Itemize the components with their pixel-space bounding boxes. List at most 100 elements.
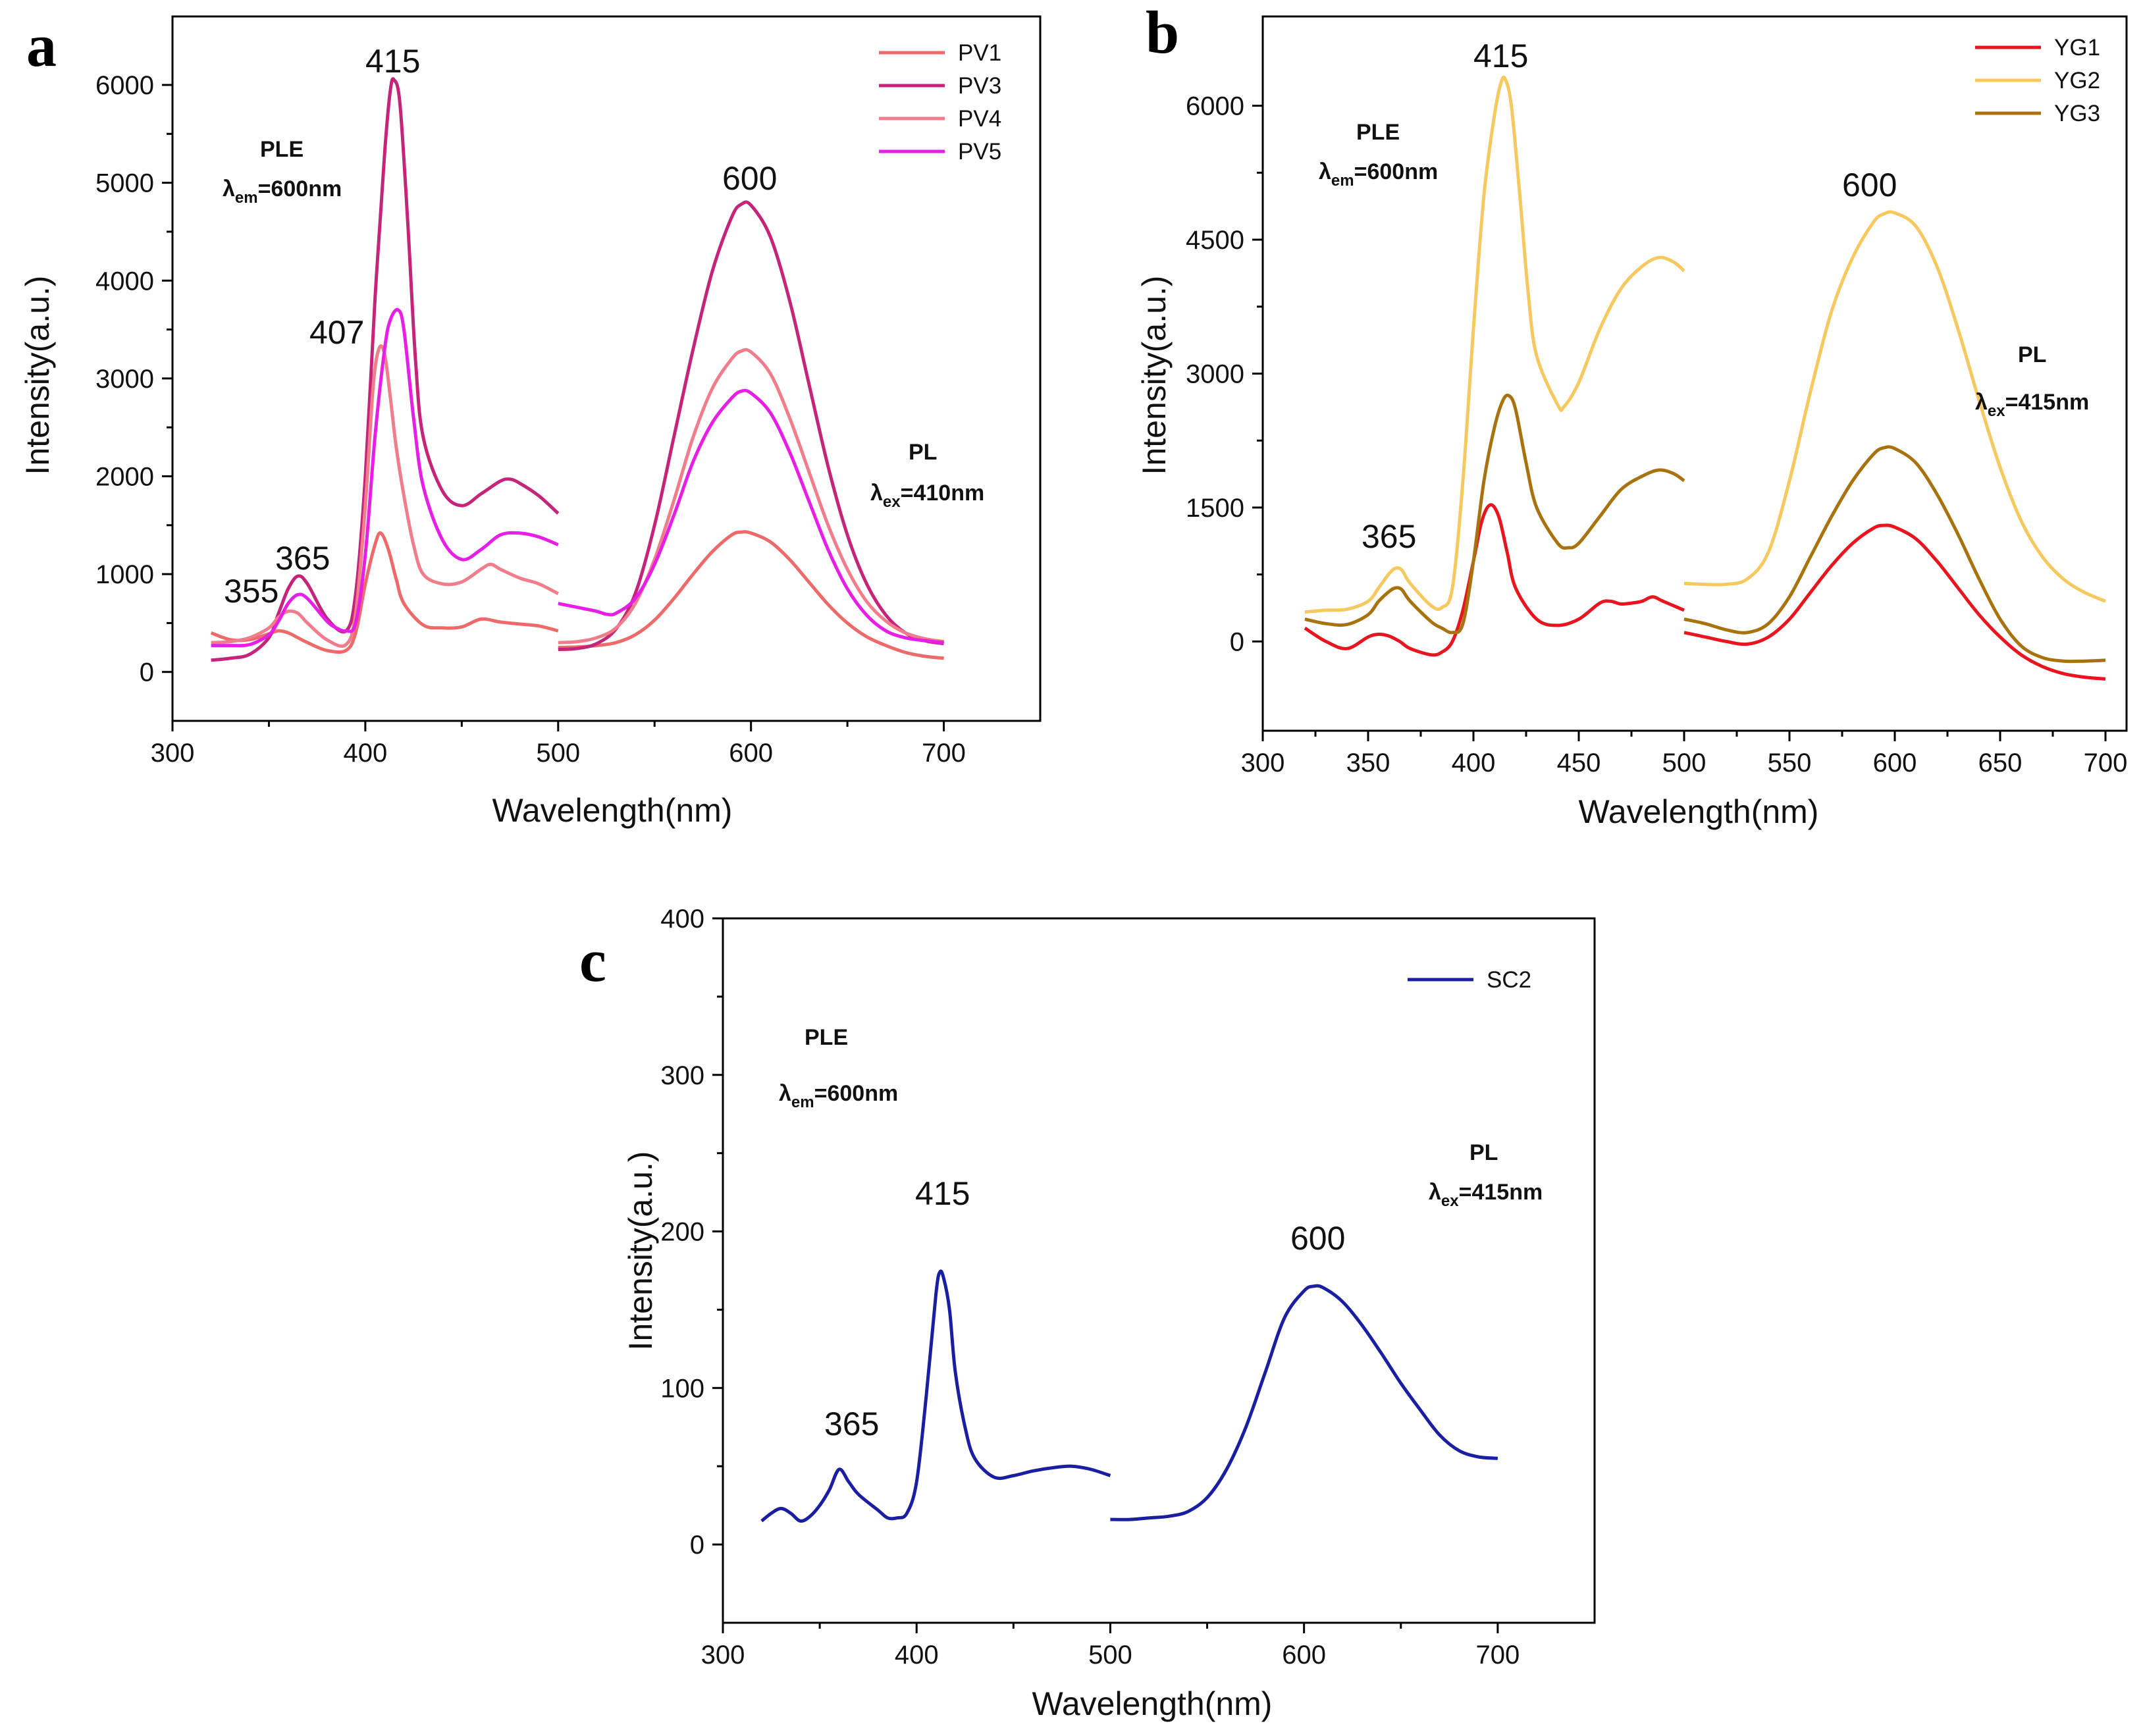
pl-label-b: PL	[2018, 342, 2046, 367]
y-tick-label: 100	[660, 1374, 704, 1403]
x-tick-label: 500	[1662, 749, 1706, 777]
series-yg1-pl-line	[1683, 523, 2106, 681]
x-tick-label: 600	[1873, 749, 1917, 777]
lambda-glyph: λ	[1429, 1180, 1441, 1205]
y-tick-label: 400	[660, 905, 704, 934]
x-tick-label: 700	[922, 739, 966, 768]
y-tick-label: 300	[660, 1061, 704, 1090]
lambda-em-label-b: λem=600nm	[1319, 159, 1438, 190]
plot-frame	[171, 15, 1042, 722]
series-yg1-ple-line	[1304, 503, 1685, 657]
y-axis-title-a: Intensity(a.u.)	[19, 276, 56, 475]
y-tick-label: 0	[1230, 627, 1244, 656]
x-tick-label: 600	[1282, 1641, 1326, 1670]
y-tick-label: 5000	[95, 169, 154, 198]
y-tick-label: 0	[690, 1531, 704, 1560]
peak-label-415-a: 415	[365, 43, 420, 80]
x-tick-label: 500	[1088, 1641, 1132, 1670]
peak-label-415-c: 415	[915, 1175, 970, 1212]
series-pv5-ple-line	[211, 307, 559, 648]
x-tick-label: 400	[1452, 749, 1496, 777]
peak-label-365-b: 365	[1362, 518, 1416, 555]
lambda-ex-value: =415nm	[1459, 1180, 1543, 1205]
legend-b: YG1 YG2 YG3	[1975, 35, 2100, 126]
legend-a: PV1 PV3 PV4 PV5	[879, 40, 1001, 165]
x-tick-label: 700	[2084, 749, 2128, 777]
series-pv4-ple-line	[211, 344, 559, 648]
x-tick-label: 700	[1476, 1641, 1520, 1670]
lambda-em-value: =600nm	[814, 1081, 899, 1106]
series-pv4-pl-line	[558, 348, 944, 644]
y-tick-label: 3000	[95, 365, 154, 394]
ple-label-c: PLE	[805, 1025, 848, 1050]
y-tick-label: 6000	[1186, 92, 1244, 121]
curves-a	[210, 77, 944, 662]
y-tick-label: 2000	[95, 462, 154, 491]
ticks-c: 300 400 500 600 700 0 100 200 300 400	[660, 905, 1520, 1670]
series-sc2-ple-line	[760, 1269, 1111, 1523]
series-pv1-ple-line	[210, 531, 559, 654]
series-pv5-pl-line	[558, 388, 944, 644]
plot-frame	[722, 917, 1596, 1624]
series-pv1-pl-line	[558, 530, 944, 660]
plot-area-c	[722, 917, 1596, 1624]
series-sc2-pl-line	[1110, 1284, 1498, 1521]
panel-letter-a: a	[26, 12, 57, 79]
x-tick-label: 550	[1768, 749, 1812, 777]
x-axis-title-a: Wavelength(nm)	[492, 792, 733, 829]
series-yg3-pl-line	[1683, 445, 2106, 664]
lambda-glyph: λ	[223, 176, 235, 201]
y-tick-label: 3000	[1186, 360, 1244, 389]
legend-label-yg3: YG3	[2054, 101, 2100, 126]
y-tick-label: 200	[660, 1218, 704, 1247]
series-yg2-pl-line	[1683, 210, 2106, 603]
series-pv3-ple-line	[211, 77, 560, 662]
subscript-ex: ex	[883, 493, 901, 511]
peak-label-407-a: 407	[309, 314, 364, 351]
legend-c: SC2	[1408, 967, 1531, 993]
x-axis-title-b: Wavelength(nm)	[1579, 793, 1819, 830]
lambda-glyph: λ	[1319, 159, 1331, 184]
subscript-em: em	[235, 189, 258, 207]
series-yg2-ple-line	[1304, 75, 1685, 614]
peak-label-600-a: 600	[722, 160, 777, 197]
x-tick-label: 350	[1346, 749, 1390, 777]
pl-label-a: PL	[909, 440, 937, 465]
y-tick-label: 4000	[95, 267, 154, 296]
y-tick-label: 1500	[1186, 494, 1244, 523]
ple-label-b: PLE	[1356, 120, 1400, 145]
lambda-ex-label-b: λex=415nm	[1975, 390, 2089, 420]
panel-b: b 300 350 400 450 500 550 600 650 700 0 1500 3000 45…	[1136, 0, 2128, 830]
lambda-ex-label-c: λex=415nm	[1429, 1180, 1543, 1210]
x-tick-label: 300	[1241, 749, 1285, 777]
curves-c	[760, 1269, 1498, 1523]
y-tick-label: 1000	[95, 560, 154, 589]
lambda-ex-value: =410nm	[901, 481, 985, 506]
panel-letter-c: c	[579, 927, 606, 994]
legend-label-pv4: PV4	[958, 106, 1001, 132]
x-tick-label: 600	[729, 739, 773, 768]
y-tick-label: 6000	[95, 71, 154, 100]
legend-label-yg2: YG2	[2054, 68, 2100, 93]
x-tick-label: 300	[151, 739, 195, 768]
lambda-glyph: λ	[870, 481, 883, 506]
series-pv3-pl-line	[558, 200, 944, 651]
peak-label-600-b: 600	[1842, 167, 1897, 203]
y-tick-label: 4500	[1186, 226, 1244, 255]
subscript-em: em	[1331, 172, 1354, 190]
x-axis-title-c: Wavelength(nm)	[1032, 1685, 1273, 1722]
x-tick-label: 400	[895, 1641, 939, 1670]
lambda-em-label-c: λem=600nm	[779, 1081, 898, 1111]
x-tick-label: 450	[1557, 749, 1601, 777]
y-axis-title-c: Intensity(a.u.)	[622, 1151, 659, 1351]
legend-label-pv3: PV3	[958, 73, 1001, 99]
legend-label-pv1: PV1	[958, 40, 1001, 66]
lambda-em-value: =600nm	[1354, 159, 1439, 184]
legend-label-sc2: SC2	[1487, 967, 1531, 993]
lambda-em-value: =600nm	[258, 176, 342, 201]
peak-label-365-c: 365	[824, 1406, 879, 1442]
lambda-ex-value: =415nm	[2005, 390, 2090, 415]
panel-letter-b: b	[1146, 0, 1179, 66]
x-tick-label: 400	[344, 739, 388, 768]
lambda-glyph: λ	[1975, 390, 1988, 415]
